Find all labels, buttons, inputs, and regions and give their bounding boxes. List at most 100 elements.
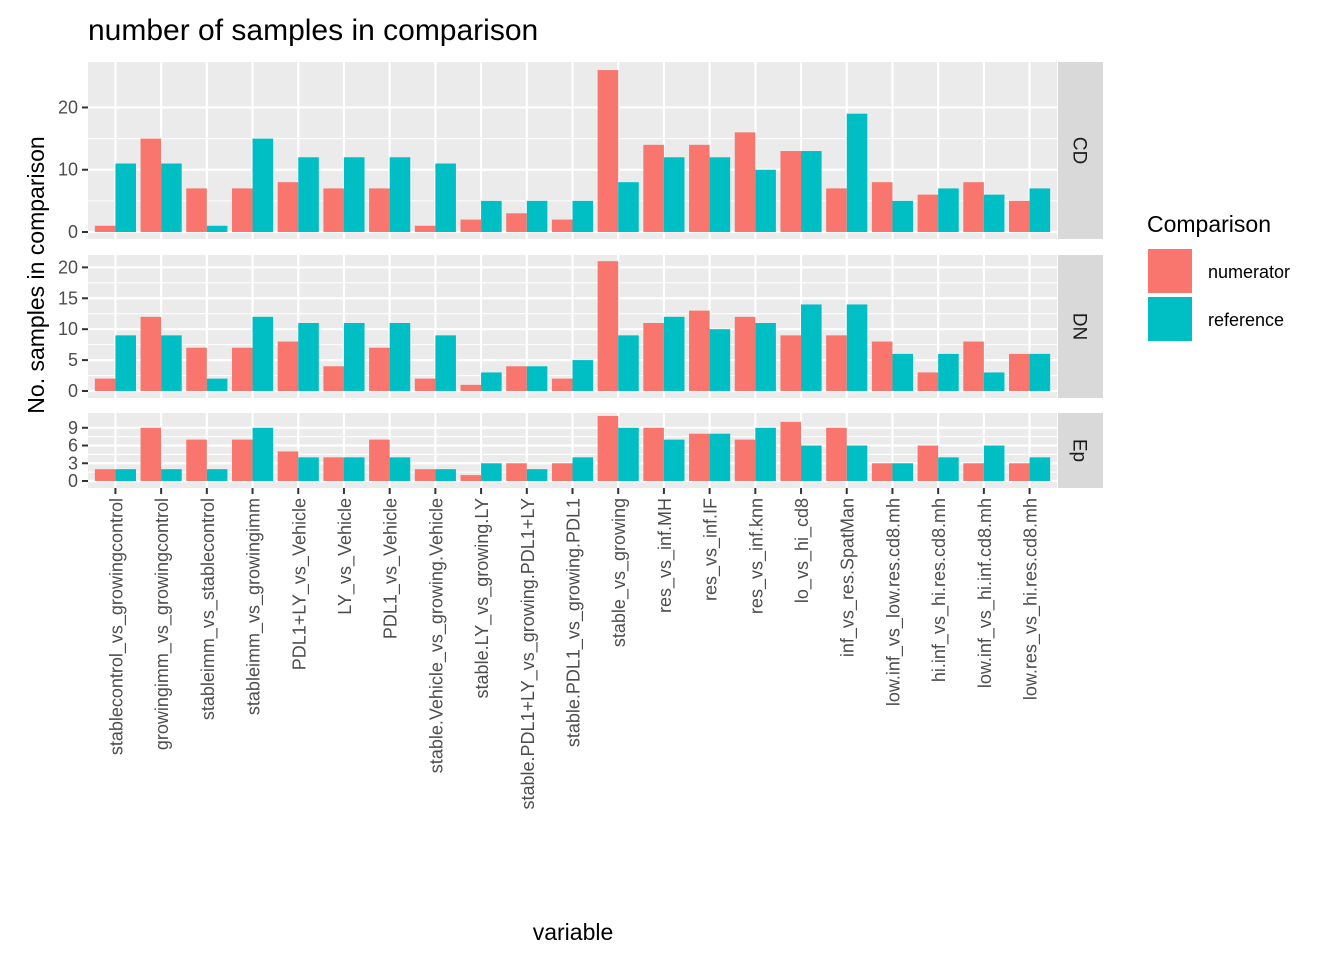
bar-numerator [734,439,756,481]
x-tick-label: res_vs_inf.knn [746,498,767,614]
bar-numerator [1009,463,1030,481]
bar-numerator [917,445,939,481]
bar-numerator [506,463,527,481]
y-tick-label: 20 [58,257,78,277]
bar-reference [115,163,136,232]
bar-numerator [551,378,573,391]
bar-reference [755,427,776,481]
bar-reference [298,157,319,232]
y-tick-label: 0 [68,381,78,401]
bar-reference [1029,353,1051,391]
x-tick-label: PDL1_vs_Vehicle [381,498,402,639]
bar-numerator [506,213,527,232]
bar-numerator [871,341,893,391]
bar-reference [572,457,594,481]
y-tick-label: 5 [68,350,78,370]
bar-reference [343,457,365,481]
bar-numerator [186,439,207,481]
bar-reference [846,445,868,481]
bar-numerator [94,378,116,391]
bar-reference [1029,188,1051,232]
bar-reference [206,225,228,232]
y-tick-label: 0 [68,222,78,242]
x-tick-label: stablecontrol_vs_growingcontrol [106,498,127,755]
facet-strip-label: Ep [1069,439,1090,462]
x-tick-label: PDL1+LY_vs_Vehicle [289,498,310,670]
bar-reference [481,372,502,391]
y-tick-label: 10 [58,160,78,180]
x-tick-label: lo_vs_hi_cd8 [792,498,813,603]
bar-numerator [140,316,162,391]
bar-numerator [1009,353,1030,391]
bar-numerator [871,182,893,232]
bar-reference [161,163,182,232]
bar-reference [389,157,411,232]
bar-numerator [597,261,619,391]
bar-reference [252,427,274,481]
bar-reference [435,469,456,481]
x-tick-label: growingimm_vs_growingcontrol [152,498,173,750]
bar-numerator [963,463,984,481]
bar-reference [892,200,914,232]
bar-reference [755,169,776,232]
bar-reference [526,469,548,481]
facet-strip-label: DN [1069,313,1090,340]
bar-reference [526,200,548,232]
bar-reference [983,194,1005,232]
y-tick-label: 6 [68,436,78,456]
bar-reference [618,427,639,481]
bar-numerator [643,144,664,232]
bar-reference [526,366,548,391]
bar-numerator [369,347,390,391]
bar-reference [252,316,274,391]
bar-numerator [460,384,482,391]
bar-numerator [963,341,984,391]
bar-reference [892,353,914,391]
bar-reference [481,200,502,232]
bar-reference [343,157,365,232]
x-tick-label: res_vs_inf.IF [701,498,722,601]
bar-reference [161,335,182,391]
bar-numerator [643,323,664,391]
bar-numerator [277,451,299,481]
facet-panel-cd: 0 10 20 CD [58,62,1103,242]
bar-reference [663,316,685,391]
bar-numerator [414,225,436,232]
bar-numerator [460,219,482,232]
x-tick-label: res_vs_inf.MH [655,498,676,613]
x-tick-label: stable.LY_vs_growing.LY [472,498,493,698]
bar-numerator [689,144,710,232]
bar-numerator [460,475,482,481]
y-tick-label: 15 [58,288,78,308]
bar-reference [709,433,731,481]
bar-reference [801,445,822,481]
bar-numerator [917,194,939,232]
bar-reference [938,457,959,481]
bar-numerator [231,347,253,391]
x-tick-label: LY_vs_Vehicle [335,498,356,615]
bar-numerator [1009,200,1030,232]
legend-key-reference [1148,297,1192,341]
x-axis-title: variable [533,919,614,945]
bar-numerator [780,421,802,481]
bar-reference [983,445,1005,481]
bar-numerator [597,70,619,232]
bar-numerator [231,439,253,481]
y-tick-label: 0 [68,471,78,491]
y-tick-label: 3 [68,453,78,473]
bar-reference [298,457,319,481]
bar-numerator [551,219,573,232]
x-tick-label: low.inf_vs_low.res.cd8.mh [883,498,904,706]
bar-reference [618,335,639,391]
bar-numerator [551,463,573,481]
bar-numerator [323,366,344,391]
y-axis-title: No. samples in comparison [23,136,49,413]
bar-numerator [689,310,710,391]
bar-numerator [780,335,802,391]
bar-reference [846,113,868,232]
x-tick-label: stable.PDL1+LY_vs_growing.PDL1+LY [518,498,539,810]
y-tick-label: 9 [68,418,78,438]
x-tick-label: stable.PDL1_vs_growing.PDL1 [564,498,585,747]
